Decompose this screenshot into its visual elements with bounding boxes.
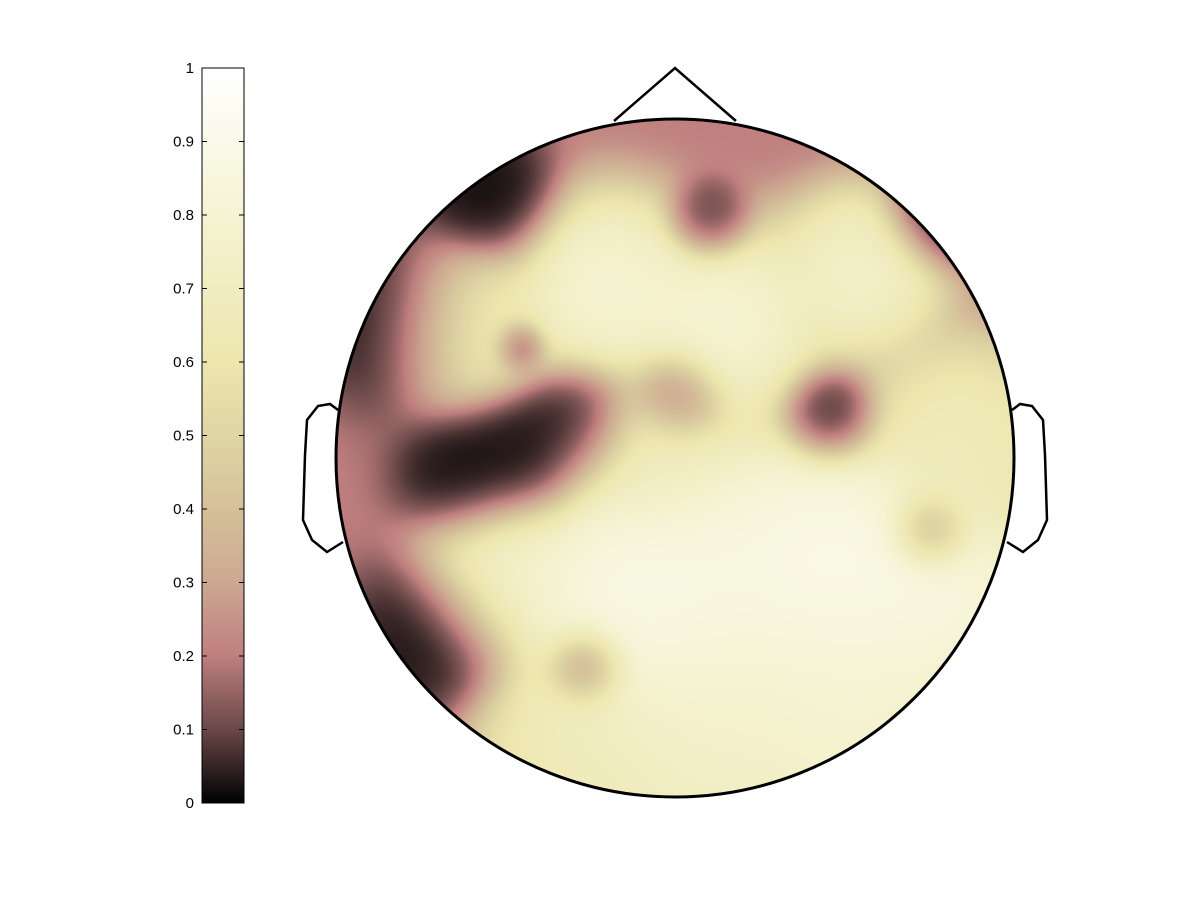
colorbar-tick-label: 0.9 (173, 134, 194, 151)
colorbar-tick-label: 0.1 (173, 722, 194, 739)
scalp-map (301, 66, 1049, 799)
right-ear-outline (1006, 402, 1049, 554)
colorbar-tick-label: 0.4 (173, 501, 194, 518)
colorbar-fill (202, 68, 244, 803)
colorbar-tick-label: 0.3 (173, 575, 194, 592)
colorbar-tick-label: 0.5 (173, 428, 194, 445)
colorbar-tick-label: 1 (186, 60, 194, 77)
colorbar-tick-label: 0 (186, 795, 194, 812)
colorbar: 0 0.1 0.2 0.3 0.4 0.5 0.6 0.7 0.8 0.9 1 (173, 60, 245, 812)
colorbar-tick-label: 0.7 (173, 281, 194, 298)
colorbar-tick-label: 0.8 (173, 207, 194, 224)
colorbar-tick-label: 0.2 (173, 648, 194, 665)
left-ear-outline (301, 402, 344, 554)
head-outline (334, 117, 1016, 799)
nose-outline (613, 66, 737, 122)
colorbar-tick-label: 0.6 (173, 354, 194, 371)
topography-heatmap (336, 119, 1014, 797)
colorbar-ticks: 0 0.1 0.2 0.3 0.4 0.5 0.6 0.7 0.8 0.9 1 (173, 60, 244, 812)
